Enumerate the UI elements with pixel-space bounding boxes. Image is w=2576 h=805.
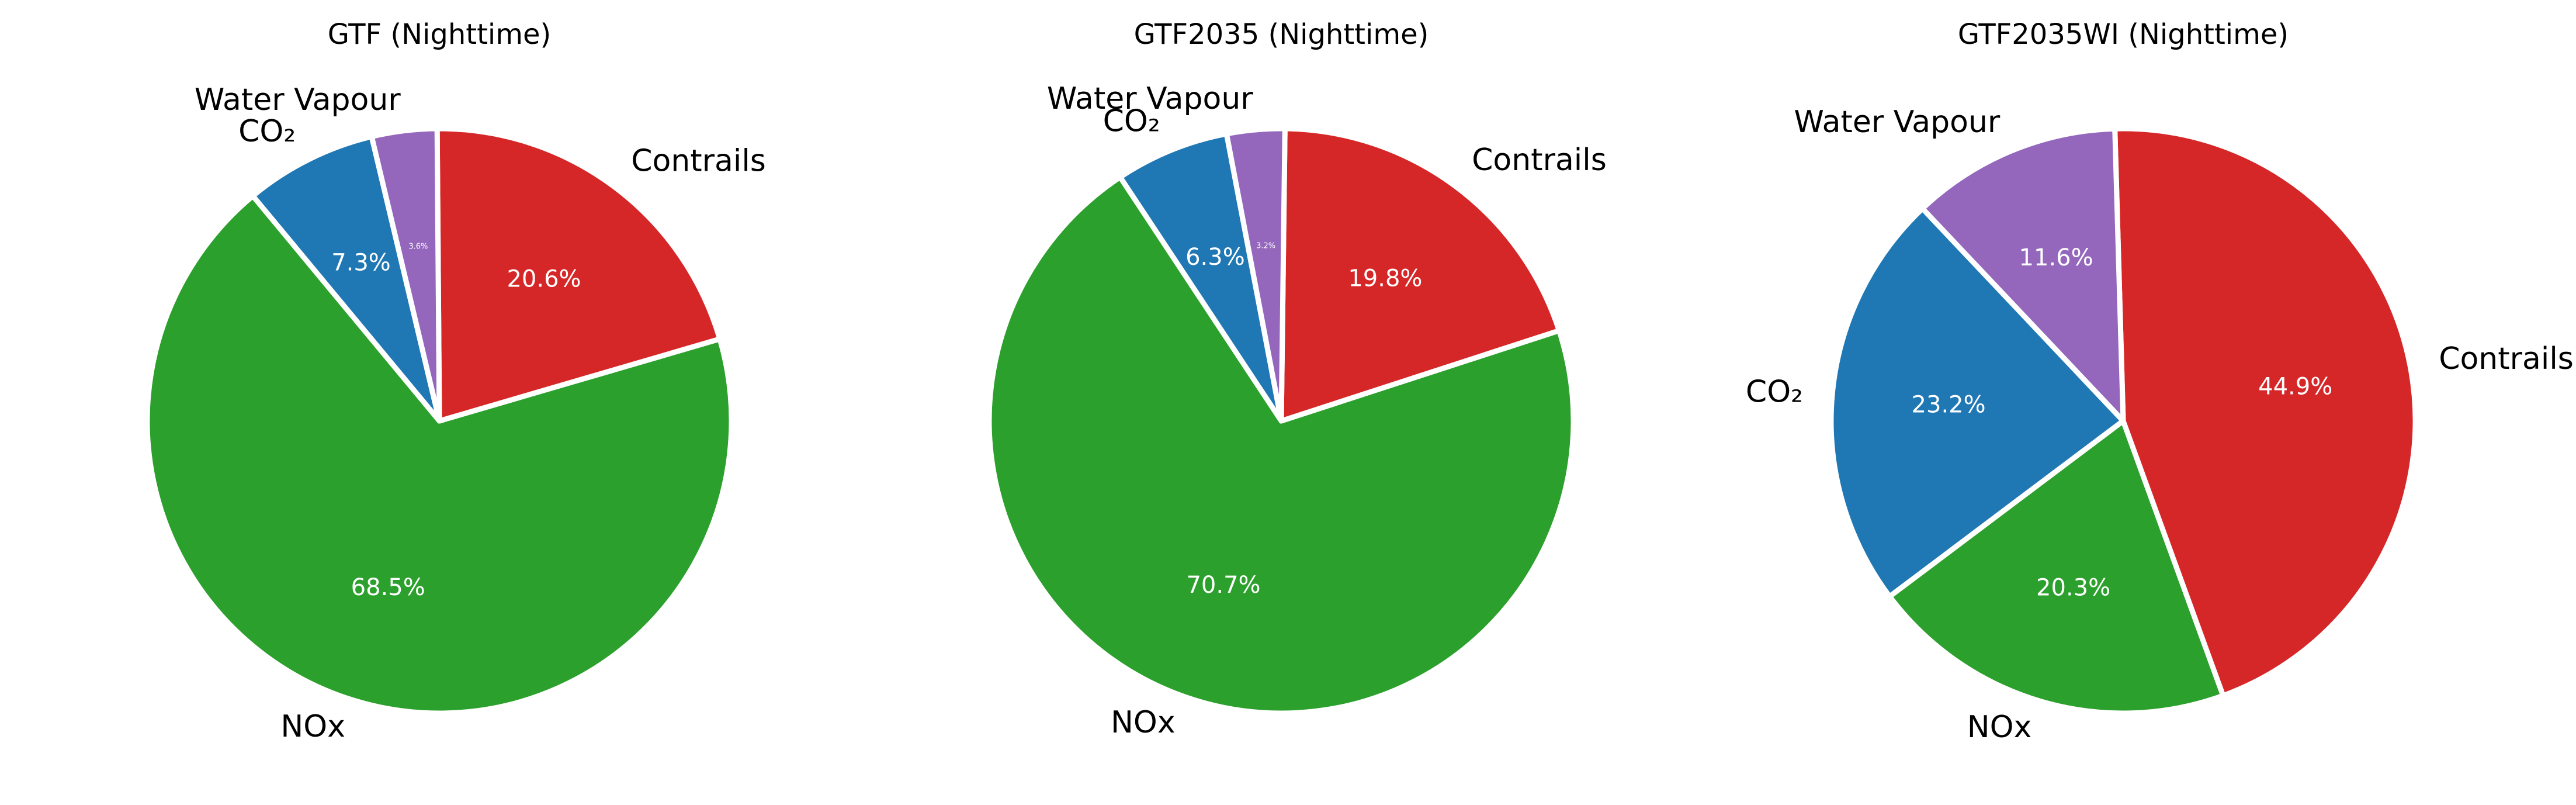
slice-label: Water Vapour xyxy=(195,82,401,118)
pie-slice-co xyxy=(1117,131,1284,424)
chart-title: GTF2035WI (Nighttime) xyxy=(1958,18,2289,51)
slice-label: NOx xyxy=(1111,705,1176,740)
pie-slice-co xyxy=(250,134,442,424)
slice-label: Contrails xyxy=(1472,143,1607,178)
percent-label: 19.8% xyxy=(1348,265,1422,292)
pie-chart-gtf2035: GTF2035 (Nighttime) CO₂ 6.3% NOx 70.7% Contr… xyxy=(986,18,1607,740)
slice-label: NOx xyxy=(280,709,345,744)
percent-label: 44.9% xyxy=(2258,374,2332,400)
slice-label: CO₂ xyxy=(238,114,296,149)
percent-label: 3.2% xyxy=(1256,242,1275,251)
pie-slice-nox xyxy=(1887,418,2226,716)
slice-label: Contrails xyxy=(2439,341,2574,376)
pie-slice-nox xyxy=(144,193,734,716)
slice-label: Water Vapour xyxy=(1047,81,1253,116)
pie-slice-water-vapour xyxy=(1223,126,1288,424)
percent-label: 3.6% xyxy=(408,243,428,251)
pie-chart-gtf: GTF (Nighttime) CO₂ 7.3% NOx 68.5% Contrails… xyxy=(144,18,766,744)
percent-label: 70.7% xyxy=(1186,572,1260,599)
slice-label: CO₂ xyxy=(1746,375,1803,410)
pie-slice-contrails xyxy=(434,126,723,424)
pie-slice-co xyxy=(1828,206,2126,599)
slice-label: Contrails xyxy=(631,144,766,179)
percent-label: 20.3% xyxy=(2036,575,2110,602)
pie-slice-nox xyxy=(986,174,1576,716)
pie-slice-water-vapour xyxy=(1919,126,2126,424)
pie-slice-contrails xyxy=(1278,126,1562,424)
percent-label: 11.6% xyxy=(2019,244,2093,271)
pie-chart-gtf2035wi: GTF2035WI (Nighttime) CO₂ 23.2% NOx 20.3% Co… xyxy=(1746,18,2574,745)
chart-title: GTF2035 (Nighttime) xyxy=(1134,18,1429,51)
slice-label: Water Vapour xyxy=(1794,105,2000,140)
percent-label: 20.6% xyxy=(507,265,581,292)
slice-label: NOx xyxy=(1967,710,2032,745)
chart-title: GTF (Nighttime) xyxy=(328,18,552,51)
pie-slice-contrails xyxy=(2112,126,2418,699)
pie-slice-water-vapour xyxy=(369,126,442,424)
slice-label: CO₂ xyxy=(1103,104,1160,139)
percent-label: 6.3% xyxy=(1185,244,1245,271)
percent-label: 23.2% xyxy=(1912,392,1986,419)
percent-label: 7.3% xyxy=(331,250,391,277)
percent-label: 68.5% xyxy=(351,574,425,601)
